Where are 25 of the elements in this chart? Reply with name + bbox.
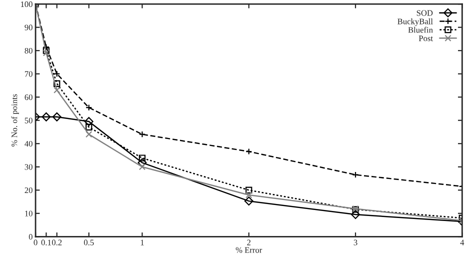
y-tick-label: 10 — [25, 210, 32, 216]
x-tick-label: 0.2 — [52, 240, 62, 246]
x-tick-label: 3 — [354, 240, 358, 246]
legend-label: Bluefin — [408, 26, 433, 33]
y-tick-label: 80 — [24, 48, 32, 54]
x-tick-label: 1 — [140, 240, 144, 246]
y-tick-label: 70 — [24, 71, 32, 77]
y-tick-label: 50 — [24, 118, 32, 124]
y-tick-label: 40 — [24, 140, 32, 147]
y-tick-label: 60 — [24, 94, 32, 100]
legend-label: SOD — [416, 10, 433, 16]
x-tick-label: 4 — [460, 240, 464, 246]
x-tick-label: 0.1 — [41, 240, 51, 246]
x-axis-title: % Error — [236, 247, 262, 253]
x-tick-label: 0.5 — [84, 240, 94, 246]
legend-label: BuckyBall — [398, 18, 433, 26]
legend-label: Post — [418, 36, 433, 42]
y-tick-label: 20 — [24, 187, 32, 194]
x-tick-label: 0 — [34, 240, 38, 246]
y-tick-label: 100 — [21, 1, 32, 8]
y-tick-label: 30 — [24, 164, 32, 170]
y-tick-label: 90 — [24, 24, 32, 30]
x-tick-label: 2 — [247, 240, 250, 246]
y-tick-label: 0 — [28, 234, 32, 240]
y-axis-title: % No. of points — [11, 94, 19, 146]
